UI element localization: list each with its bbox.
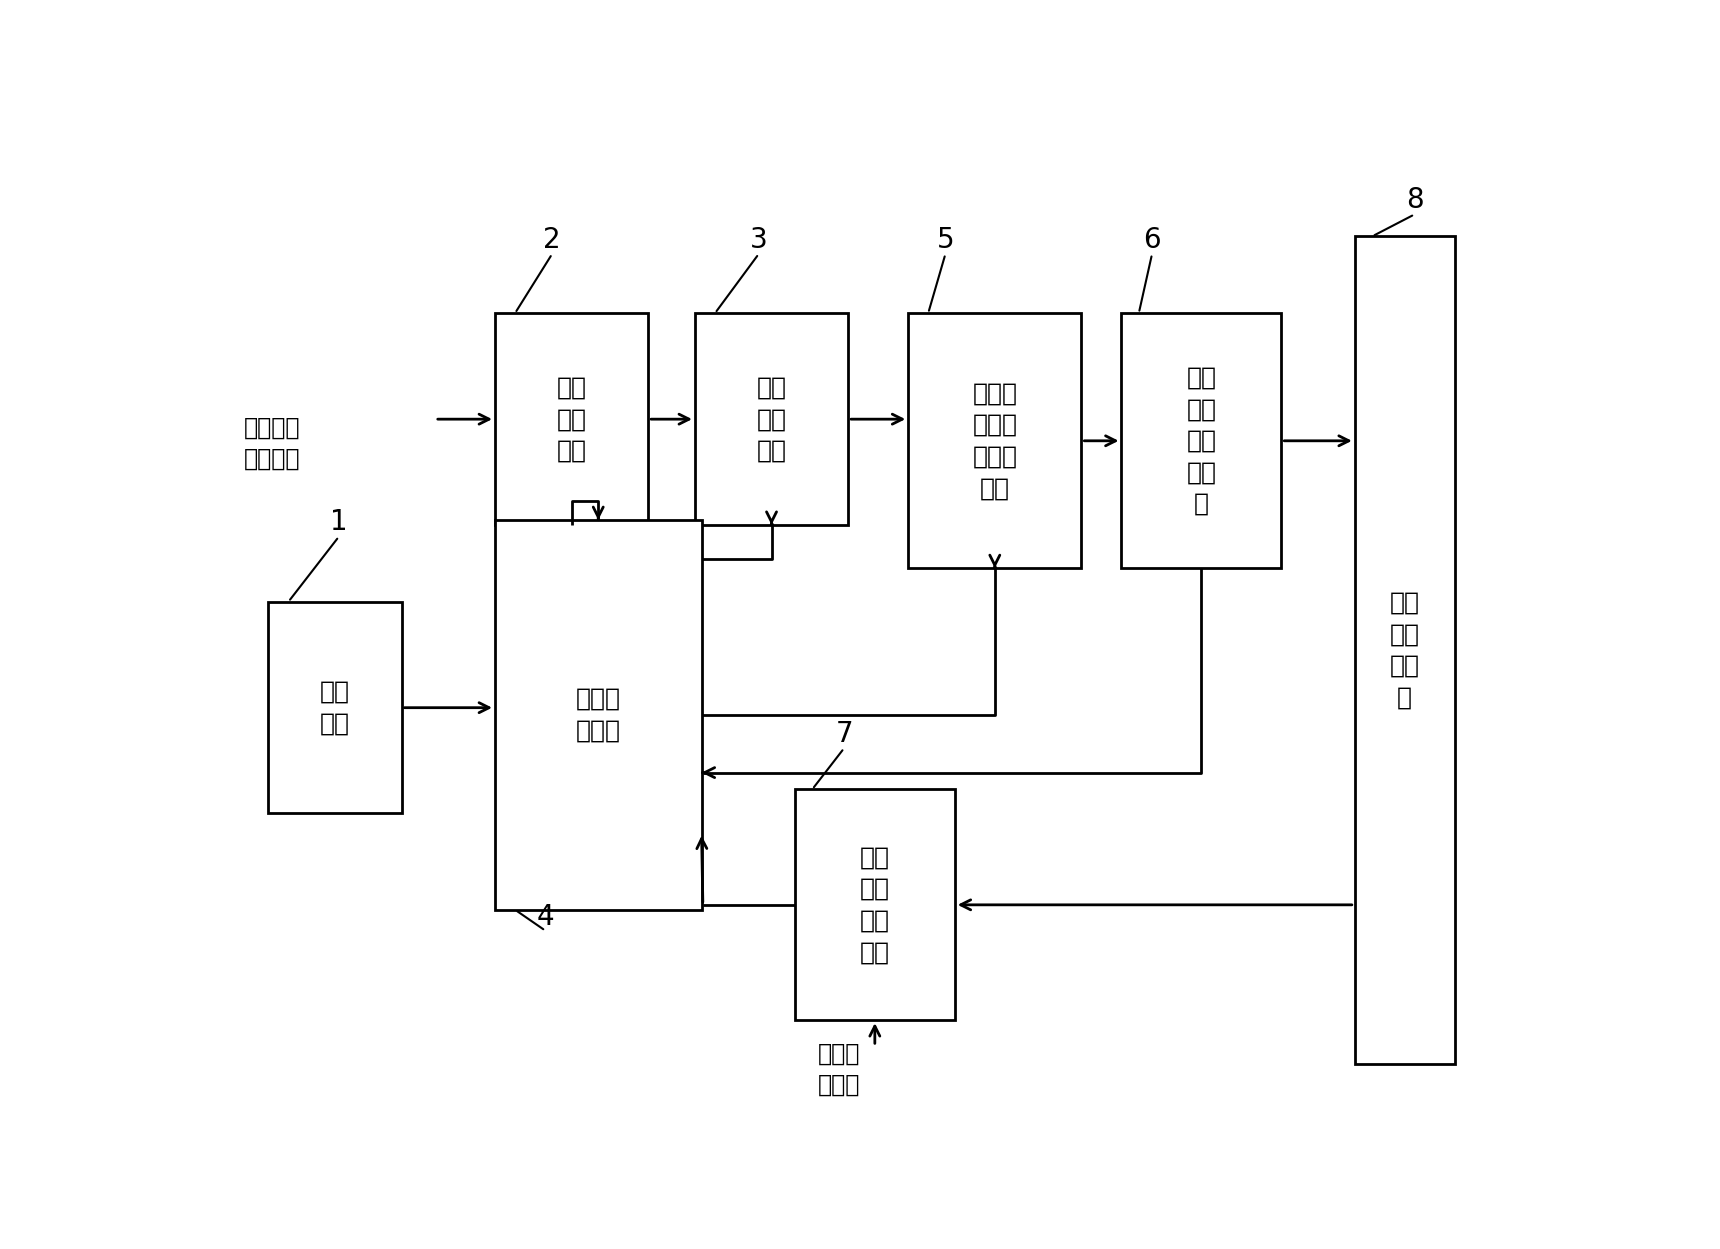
Text: 1: 1 (330, 508, 347, 537)
Text: 6: 6 (1144, 226, 1161, 254)
Text: 4: 4 (537, 903, 554, 931)
Bar (495, 520, 702, 909)
Text: 动作电
路过流
及检测
电路: 动作电 路过流 及检测 电路 (972, 381, 1017, 500)
Text: 表示
信号
采集
电路: 表示 信号 采集 电路 (860, 846, 889, 964)
Bar (1355, 236, 1455, 1064)
Bar (795, 789, 955, 1020)
Text: 5: 5 (937, 226, 955, 254)
Text: 通信
电路: 通信 电路 (320, 679, 349, 736)
Text: 3: 3 (750, 226, 767, 254)
Bar (695, 313, 848, 525)
Text: 转辙
机动
作驱
动电
路: 转辙 机动 作驱 动电 路 (1187, 366, 1216, 516)
Text: 三相交流
电源输入: 三相交流 电源输入 (244, 416, 301, 471)
Bar (268, 602, 402, 813)
Bar (908, 313, 1082, 568)
Text: 8: 8 (1405, 186, 1424, 215)
Text: 电源
鉴别
电路: 电源 鉴别 电路 (557, 376, 587, 463)
Text: 锁闭
防护
电路: 锁闭 防护 电路 (757, 376, 786, 463)
Text: 7: 7 (836, 721, 853, 748)
Bar (1121, 313, 1281, 568)
Text: 2: 2 (544, 226, 561, 254)
Text: 三相
交流
转辙
机: 三相 交流 转辙 机 (1390, 591, 1419, 709)
Text: 表示电
源输入: 表示电 源输入 (817, 1042, 860, 1097)
Bar (495, 313, 648, 525)
Text: 微控制
器系统: 微控制 器系统 (576, 687, 621, 743)
